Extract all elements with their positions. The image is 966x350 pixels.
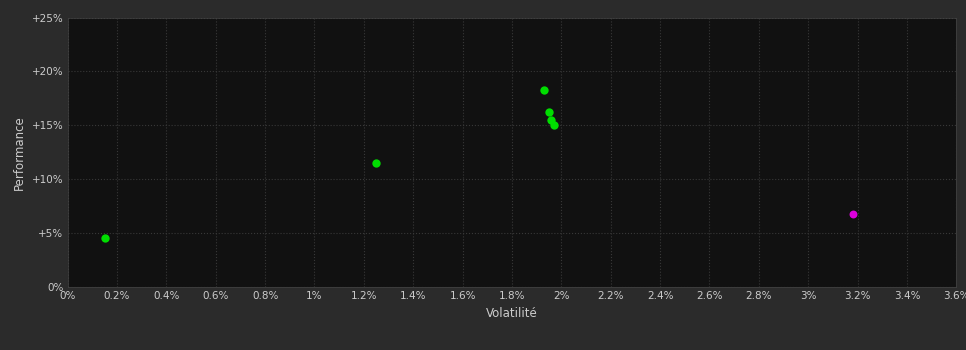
Point — [368, 160, 384, 166]
Point — [544, 117, 559, 123]
Point — [845, 211, 861, 217]
Point — [541, 110, 556, 115]
Point — [97, 236, 112, 241]
Y-axis label: Performance: Performance — [14, 115, 26, 190]
X-axis label: Volatilité: Volatilité — [486, 307, 538, 320]
Point — [536, 87, 552, 92]
Point — [546, 122, 561, 128]
